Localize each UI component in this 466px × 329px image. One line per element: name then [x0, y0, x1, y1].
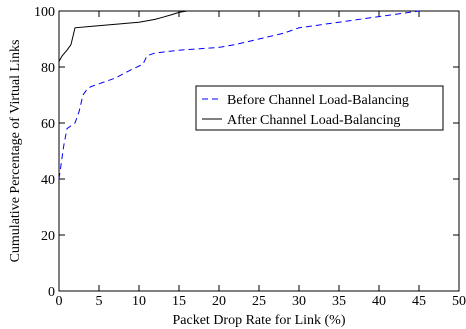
series-line-after — [58, 10, 188, 62]
x-tick-label-0: 0 — [56, 294, 63, 309]
x-tick-label-9: 45 — [412, 294, 426, 309]
y-tick-label-0: 0 — [48, 285, 55, 300]
legend-box — [195, 85, 444, 131]
axis-ticks: 0 5 10 15 20 25 30 35 40 45 50 0 20 40 60 80 100 — [34, 5, 466, 309]
x-axis-label: Packet Drop Rate for Link (%) — [173, 313, 346, 328]
series-line-before — [58, 10, 420, 180]
y-tick-label-1: 20 — [41, 229, 55, 244]
series-layer — [58, 10, 420, 180]
plot-frame — [58, 10, 460, 292]
x-tick-label-2: 10 — [132, 294, 146, 309]
x-tick-label-1: 5 — [96, 294, 103, 309]
x-tick-label-7: 35 — [332, 294, 346, 309]
y-axis-label: Cumulative Percentage of Virtual Links — [8, 40, 23, 263]
x-tick-label-8: 40 — [372, 294, 386, 309]
x-tick-label-3: 15 — [172, 294, 186, 309]
y-tick-label-4: 80 — [41, 61, 55, 76]
y-tick-label-2: 40 — [41, 173, 55, 188]
x-tick-label-6: 30 — [292, 294, 306, 309]
x-tick-label-4: 20 — [212, 294, 226, 309]
legend: Before Channel Load-Balancing After Chan… — [195, 85, 444, 131]
y-tick-label-5: 100 — [34, 5, 55, 20]
x-tick-label-10: 50 — [452, 294, 466, 309]
legend-label-after: After Channel Load-Balancing — [227, 113, 400, 128]
legend-label-before: Before Channel Load-Balancing — [227, 93, 409, 108]
x-tick-label-5: 25 — [252, 294, 266, 309]
y-tick-label-3: 60 — [41, 117, 55, 132]
plot-area — [58, 10, 460, 292]
